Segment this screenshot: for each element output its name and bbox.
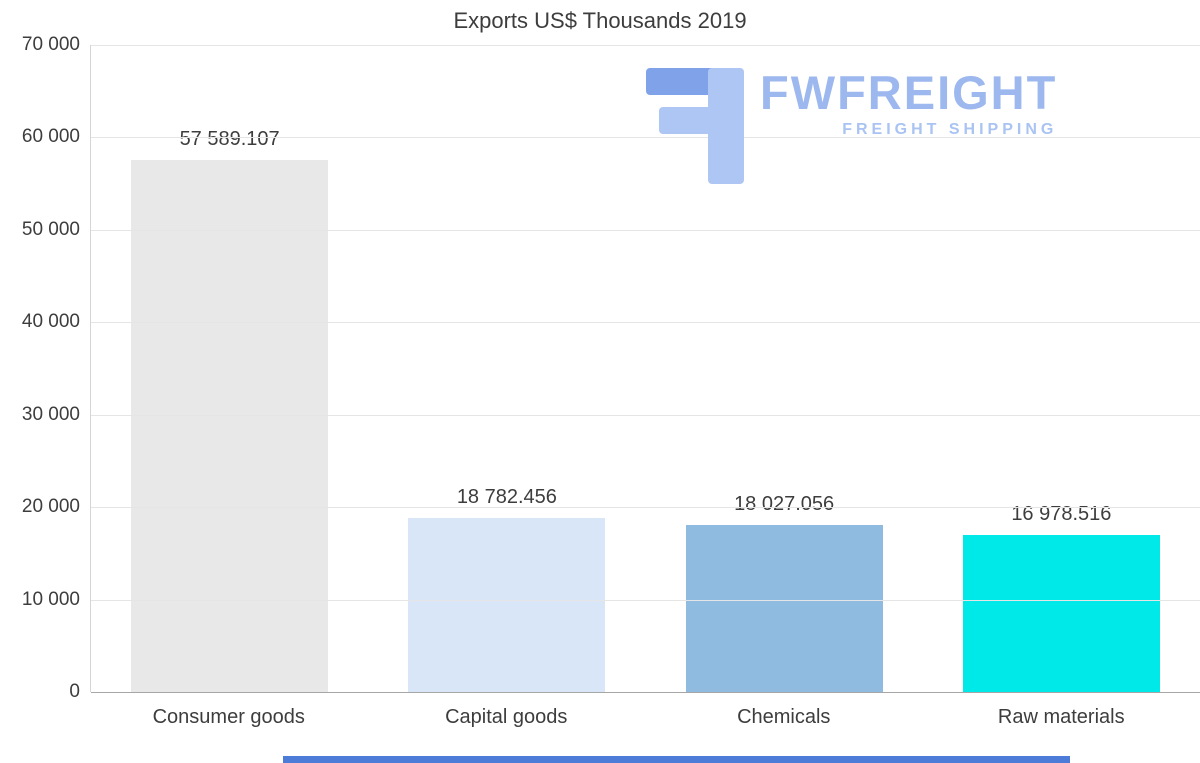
y-tick-label: 40 000 bbox=[21, 311, 80, 333]
fwfreight-logo-icon bbox=[646, 68, 744, 184]
gridline bbox=[91, 414, 1200, 416]
bar-group-chemicals: 18 027.056 bbox=[646, 45, 923, 692]
logo-subtitle: FREIGHT SHIPPING bbox=[842, 121, 1058, 139]
y-axis-labels: 70 000 60 000 50 000 40 000 30 000 20 000 10 0… bbox=[0, 34, 90, 702]
y-tick-label: 50 000 bbox=[21, 218, 80, 240]
x-tick-label-capital-goods: Capital goods bbox=[445, 706, 568, 728]
y-tick-label: 70 000 bbox=[21, 34, 80, 55]
plot-wrapper: 70 000 60 000 50 000 40 000 30 000 20 000 10 0… bbox=[0, 34, 1200, 702]
logo-name: FWFREIGHT bbox=[760, 66, 1058, 119]
bar-consumer-goods: 57 589.107 bbox=[131, 128, 329, 692]
gridline bbox=[91, 137, 1200, 139]
x-tick-label-chemicals: Chemicals bbox=[737, 706, 831, 728]
bar-value-label: 57 589.107 bbox=[179, 127, 280, 150]
y-tick-label: 0 bbox=[69, 681, 80, 702]
bar-value-label: 18 782.456 bbox=[456, 486, 557, 509]
y-tick-label: 60 000 bbox=[21, 126, 80, 148]
chart-title: Exports US$ Thousands 2019 bbox=[453, 8, 747, 33]
bars-row: 57 589.107 18 782.456 18 027.056 16 978.516 bbox=[91, 45, 1200, 692]
gridline bbox=[91, 45, 1200, 46]
logo-text-block: FWFREIGHT FREIGHT SHIPPING bbox=[760, 68, 1057, 139]
bar-group-raw-materials: 16 978.516 bbox=[923, 45, 1200, 692]
gridline bbox=[91, 322, 1200, 324]
gridline bbox=[91, 599, 1200, 601]
bar-capital-goods: 18 782.456 bbox=[408, 486, 606, 692]
gridline bbox=[91, 229, 1200, 231]
x-tick-label-consumer-goods: Consumer goods bbox=[152, 706, 305, 728]
x-axis-line bbox=[91, 692, 1200, 693]
y-tick-label: 20 000 bbox=[21, 496, 80, 518]
y-tick-label: 30 000 bbox=[21, 403, 80, 425]
bottom-accent-bar bbox=[283, 756, 1070, 763]
y-tick-label: 10 000 bbox=[21, 588, 80, 610]
bar-group-consumer-goods: 57 589.107 bbox=[91, 45, 368, 692]
bar-value-label: 16 978.516 bbox=[1011, 503, 1112, 526]
x-tick-label-raw-materials: Raw materials bbox=[997, 706, 1125, 728]
bar-value-label: 18 027.056 bbox=[734, 493, 835, 516]
bar-group-capital-goods: 18 782.456 bbox=[368, 45, 645, 692]
fwfreight-logo: FWFREIGHT FREIGHT SHIPPING bbox=[646, 68, 1057, 184]
bar-chemicals: 18 027.056 bbox=[685, 493, 883, 692]
plot-area: 57 589.107 18 782.456 18 027.056 16 978.516 bbox=[90, 45, 1200, 693]
bar-raw-materials: 16 978.516 bbox=[962, 503, 1160, 692]
gridline bbox=[91, 507, 1200, 509]
x-axis-labels: Consumer goods Capital goods Chemicals Raw … bbox=[90, 706, 1200, 729]
